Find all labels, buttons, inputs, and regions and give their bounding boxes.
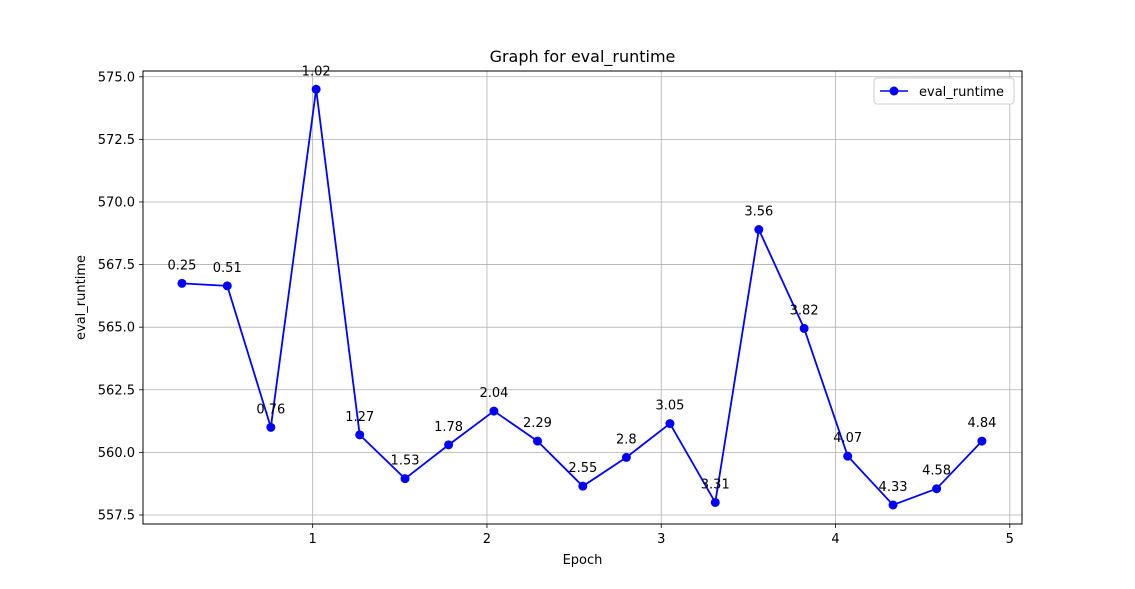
- data-point: [444, 440, 454, 450]
- data-label: 3.56: [744, 205, 773, 220]
- data-label: 4.84: [967, 416, 996, 431]
- data-label: 2.29: [523, 416, 552, 431]
- y-tick-label: 570.0: [98, 195, 135, 210]
- y-tick-label: 565.0: [98, 321, 135, 336]
- y-tick-label: 560.0: [98, 446, 135, 461]
- data-point: [710, 497, 720, 507]
- series-eval_runtime: [177, 84, 987, 510]
- data-point: [665, 419, 675, 429]
- y-tick-label: 557.5: [98, 508, 135, 523]
- data-point: [222, 281, 232, 291]
- x-axis-label: Epoch: [563, 553, 603, 568]
- legend-box: [873, 77, 1015, 105]
- data-label: 2.55: [568, 461, 597, 476]
- data-label: 3.82: [790, 303, 819, 318]
- data-point: [621, 452, 631, 462]
- data-label: 0.76: [256, 402, 285, 417]
- data-label: 3.05: [655, 399, 684, 414]
- data-point: [754, 225, 764, 235]
- plot-frame: [142, 70, 1023, 525]
- y-tick-label: 562.5: [98, 383, 135, 398]
- data-point: [799, 323, 809, 333]
- data-label: 2.04: [479, 386, 508, 401]
- data-point: [888, 500, 898, 510]
- data-point: [266, 422, 276, 432]
- data-label: 4.58: [922, 464, 951, 479]
- data-label: 1.53: [391, 454, 420, 469]
- grid-lines: [143, 71, 1022, 524]
- data-point: [843, 451, 853, 461]
- y-axis-label: eval_runtime: [74, 255, 89, 340]
- data-label: 4.33: [879, 480, 908, 495]
- data-point: [400, 474, 410, 484]
- x-tick-label: 5: [1006, 532, 1014, 547]
- data-point: [932, 484, 942, 494]
- data-point: [489, 406, 499, 416]
- data-label: 1.27: [345, 410, 374, 425]
- legend-entry-label: eval_runtime: [919, 85, 1004, 100]
- data-point: [532, 436, 542, 446]
- chart-title: Graph for eval_runtime: [490, 47, 676, 67]
- data-point: [578, 481, 588, 491]
- x-tick-label: 3: [657, 532, 665, 547]
- data-label: 3.31: [701, 477, 730, 492]
- data-label: 2.8: [616, 432, 637, 447]
- data-label: 0.25: [167, 258, 196, 273]
- data-point: [977, 436, 987, 446]
- x-axis-ticks: 1 2 3 4 5: [309, 524, 1014, 547]
- data-point: [177, 278, 187, 288]
- data-label: 1.78: [434, 420, 463, 435]
- data-point: [355, 430, 365, 440]
- y-axis-ticks: 557.5 560.0 562.5 565.0 567.5 570.0 572.5 575.0: [98, 70, 143, 523]
- data-label: 1.02: [302, 64, 331, 79]
- y-tick-label: 572.5: [98, 133, 135, 148]
- data-label: 0.51: [213, 261, 242, 276]
- y-tick-label: 575.0: [98, 70, 135, 85]
- x-tick-label: 2: [483, 532, 491, 547]
- data-labels: 0.25 0.51 0.76 1.02 1.27 1.53 1.78 2.04 2.29 2.55…: [167, 64, 996, 495]
- legend: eval_runtime: [873, 77, 1015, 105]
- data-label: 4.07: [833, 431, 862, 446]
- x-tick-label: 4: [831, 532, 839, 547]
- legend-marker-swatch: [889, 86, 899, 96]
- x-tick-label: 1: [309, 532, 317, 547]
- data-point: [311, 84, 321, 94]
- y-tick-label: 567.5: [98, 258, 135, 273]
